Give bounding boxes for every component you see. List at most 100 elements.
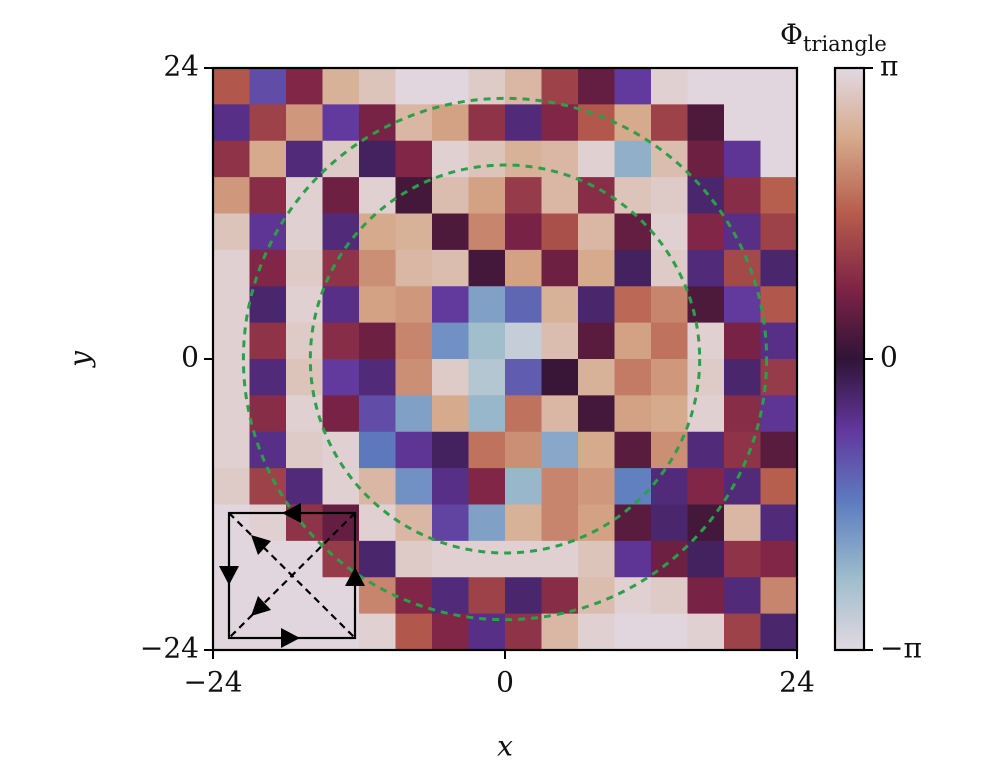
heatmap-cell: [432, 68, 469, 105]
heatmap-cell: [505, 577, 542, 615]
heatmap-cell: [359, 68, 396, 105]
heatmap-cell: [213, 140, 250, 178]
heatmap-cell: [468, 431, 506, 469]
heatmap-cell: [687, 468, 725, 505]
heatmap-cell: [760, 577, 798, 615]
y-tick-label: 24: [163, 50, 199, 83]
heatmap-cell: [541, 504, 579, 542]
heatmap-cell: [651, 104, 688, 142]
heatmap-cell: [213, 104, 250, 142]
heatmap-cell: [724, 322, 761, 360]
heatmap-cell: [760, 213, 798, 251]
heatmap-cell: [432, 577, 469, 615]
heatmap-cell: [614, 613, 652, 651]
heatmap-cell: [651, 468, 688, 505]
heatmap-cell: [541, 177, 579, 214]
heatmap-cell: [213, 577, 250, 615]
heatmap-cell: [760, 177, 798, 214]
arrow: [281, 628, 300, 648]
heatmap-cell: [687, 177, 725, 214]
x-tick-label: 24: [779, 666, 815, 699]
heatmap-cell: [687, 104, 725, 142]
heatmap-cell: [614, 140, 652, 178]
heatmap-cell: [724, 140, 761, 178]
heatmap-cell: [432, 395, 469, 433]
dashed-circle: [308, 163, 702, 555]
x-axis-label: x: [497, 730, 513, 763]
heatmap-cell: [395, 68, 433, 105]
heatmap-cell: [286, 68, 323, 105]
heatmap-cell: [249, 504, 287, 542]
colorbar-label: Φtriangle: [780, 18, 887, 56]
heatmap-cell: [541, 68, 579, 105]
heatmap-cell: [322, 504, 360, 542]
heatmap-cell: [286, 468, 323, 505]
heatmap-cell: [432, 613, 469, 651]
heatmap-cell: [505, 468, 542, 505]
heatmap-cell: [468, 177, 506, 214]
heatmap-cell: [322, 177, 360, 214]
heatmap-cell: [614, 177, 652, 214]
heatmap-cell: [541, 395, 579, 433]
heatmap-cell: [687, 431, 725, 469]
heatmap-cell: [322, 322, 360, 360]
heatmap-cell: [505, 540, 542, 578]
heatmap-cell: [395, 140, 433, 178]
heatmap-cell: [395, 504, 433, 542]
heatmap-cell: [651, 177, 688, 214]
heatmap-cell: [432, 359, 469, 396]
heatmap-cell: [468, 540, 506, 578]
heatmap-cell: [578, 213, 615, 251]
heatmap-cell: [541, 468, 579, 505]
heatmap-cell: [359, 468, 396, 505]
heatmap-cell: [578, 468, 615, 505]
heatmap-cell: [541, 249, 579, 287]
heatmap: [213, 68, 798, 651]
heatmap-cell: [432, 540, 469, 578]
y-tick-label: 0: [181, 341, 199, 374]
heatmap-cell: [286, 249, 323, 287]
heatmap-cell: [724, 613, 761, 651]
heatmap-cell: [687, 613, 725, 651]
heatmap-cell: [359, 286, 396, 324]
heatmap-cell: [541, 213, 579, 251]
heatmap-cell: [614, 322, 652, 360]
heatmap-cell: [432, 286, 469, 324]
heatmap-cell: [724, 213, 761, 251]
heatmap-cell: [359, 322, 396, 360]
heatmap-cell: [724, 540, 761, 578]
heatmap-cell: [249, 177, 287, 214]
heatmap-cell: [541, 431, 579, 469]
heatmap-cell: [249, 140, 287, 178]
heatmap-cell: [359, 540, 396, 578]
heatmap-cell: [614, 213, 652, 251]
plaquette-inset: [219, 503, 365, 648]
arrow: [345, 567, 365, 586]
heatmap-cell: [505, 177, 542, 214]
heatmap-cell: [541, 286, 579, 324]
heatmap-cell: [614, 431, 652, 469]
heatmap-cell: [724, 395, 761, 433]
heatmap-cell: [541, 104, 579, 142]
arrow: [282, 503, 301, 523]
heatmap-cell: [359, 431, 396, 469]
heatmap-cell: [249, 613, 287, 651]
heatmap-cell: [395, 395, 433, 433]
heatmap-cell: [651, 613, 688, 651]
heatmap-cell: [724, 68, 761, 105]
arrow: [219, 566, 239, 585]
heatmap-cell: [614, 359, 652, 396]
overlay: [241, 96, 769, 622]
inset-diagonal: [228, 512, 356, 639]
heatmap-cell: [468, 213, 506, 251]
heatmap-cell: [249, 68, 287, 105]
heatmap-cell: [249, 359, 287, 396]
heatmap-cell: [541, 140, 579, 178]
heatmap-cell: [432, 431, 469, 469]
heatmap-cell: [578, 68, 615, 105]
heatmap-cell: [760, 286, 798, 324]
heatmap-cell: [468, 286, 506, 324]
heatmap-cell: [359, 213, 396, 251]
heatmap-cell: [395, 613, 433, 651]
heatmap-cell: [249, 213, 287, 251]
